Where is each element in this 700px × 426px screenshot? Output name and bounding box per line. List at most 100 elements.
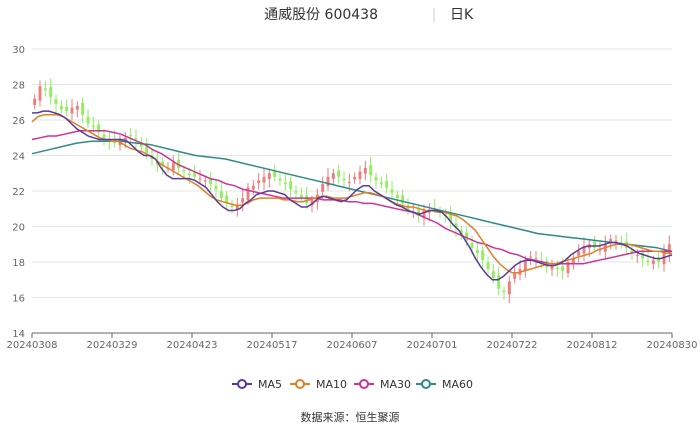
candle bbox=[337, 164, 341, 184]
candle bbox=[230, 199, 234, 214]
y-tick-label: 16 bbox=[12, 294, 25, 305]
candle bbox=[625, 232, 629, 254]
candle bbox=[241, 189, 245, 212]
candle bbox=[379, 176, 383, 189]
ma5-line bbox=[32, 110, 673, 281]
candle bbox=[70, 98, 74, 120]
y-tick-label: 26 bbox=[12, 116, 25, 127]
candle bbox=[395, 190, 399, 206]
candle bbox=[507, 275, 511, 304]
candle bbox=[667, 235, 671, 263]
legend-label-ma10: MA10 bbox=[316, 378, 347, 391]
candle bbox=[449, 205, 453, 229]
candle bbox=[177, 151, 181, 175]
candle bbox=[294, 185, 298, 202]
candle bbox=[193, 165, 197, 182]
candle bbox=[283, 173, 287, 191]
legend-item-ma60[interactable]: MA60 bbox=[416, 378, 473, 391]
legend-item-ma10[interactable]: MA10 bbox=[290, 378, 347, 391]
ma30-line bbox=[31, 129, 672, 265]
candle bbox=[49, 78, 53, 105]
x-axis: 20240308 20240329 20240423 20240517 20240607… bbox=[7, 333, 698, 351]
legend-marker-ma5 bbox=[237, 379, 247, 389]
legend-label-ma30: MA30 bbox=[380, 378, 411, 391]
candle bbox=[582, 237, 586, 262]
candle bbox=[299, 187, 303, 203]
candle bbox=[97, 120, 101, 139]
x-tick-label: 20240830 bbox=[647, 340, 698, 351]
y-tick-label: 18 bbox=[12, 258, 25, 269]
candle bbox=[523, 255, 527, 278]
candle bbox=[369, 156, 373, 183]
candle bbox=[219, 182, 223, 203]
y-axis: 14 16 18 20 22 24 26 28 30 bbox=[12, 45, 672, 340]
x-tick-label: 20240308 bbox=[7, 340, 58, 351]
legend-marker-ma30 bbox=[359, 379, 369, 389]
ma-lines bbox=[31, 110, 673, 281]
candle bbox=[65, 99, 69, 117]
candle bbox=[390, 180, 394, 200]
x-tick-label: 20240812 bbox=[567, 340, 618, 351]
chart-title: 通威股份 600438 bbox=[264, 7, 378, 23]
y-tick-label: 22 bbox=[12, 187, 25, 198]
candle bbox=[657, 251, 661, 269]
x-tick-label: 20240722 bbox=[487, 340, 538, 351]
candle bbox=[422, 204, 426, 226]
y-tick-label: 28 bbox=[12, 81, 25, 92]
candle bbox=[411, 203, 415, 219]
ma60-line bbox=[31, 140, 673, 253]
candle bbox=[251, 179, 255, 196]
candle bbox=[593, 235, 597, 253]
candle bbox=[203, 175, 207, 188]
candle bbox=[326, 168, 330, 191]
candle bbox=[289, 176, 293, 197]
candle bbox=[331, 168, 335, 185]
candle bbox=[59, 100, 63, 114]
candle bbox=[75, 101, 79, 118]
candle bbox=[86, 109, 90, 128]
legend-item-ma30[interactable]: MA30 bbox=[354, 378, 411, 391]
x-tick-label: 20240517 bbox=[247, 340, 298, 351]
candle bbox=[81, 97, 85, 124]
candle bbox=[33, 94, 37, 110]
candle bbox=[566, 257, 570, 278]
x-tick-label: 20240607 bbox=[327, 340, 378, 351]
candle bbox=[486, 256, 490, 274]
y-tick-label: 14 bbox=[12, 329, 25, 340]
legend-item-ma5[interactable]: MA5 bbox=[232, 378, 282, 391]
candle bbox=[273, 164, 277, 182]
candle bbox=[43, 81, 47, 97]
candle bbox=[529, 250, 533, 266]
y-tick-label: 20 bbox=[12, 223, 25, 234]
candle bbox=[534, 251, 538, 268]
x-tick-label: 20240329 bbox=[87, 340, 138, 351]
candle bbox=[571, 252, 575, 270]
candle bbox=[475, 241, 479, 261]
candle bbox=[358, 165, 362, 185]
candle bbox=[54, 94, 58, 113]
candle bbox=[513, 265, 517, 284]
candle bbox=[102, 128, 106, 146]
candle bbox=[342, 171, 346, 188]
legend-marker-ma60 bbox=[421, 379, 431, 389]
candle bbox=[198, 169, 202, 185]
period-label[interactable]: 日K bbox=[450, 7, 474, 23]
candle bbox=[502, 286, 506, 300]
candle bbox=[619, 235, 623, 249]
candle bbox=[497, 266, 501, 296]
grid bbox=[32, 48, 672, 334]
candle bbox=[646, 251, 650, 267]
candle bbox=[257, 173, 261, 190]
candle bbox=[353, 172, 357, 184]
candle bbox=[363, 160, 367, 181]
candle bbox=[481, 246, 485, 269]
legend-marker-ma10 bbox=[295, 379, 305, 389]
legend-label-ma60: MA60 bbox=[442, 378, 473, 391]
candle bbox=[374, 172, 378, 190]
candle bbox=[235, 197, 239, 217]
candle bbox=[267, 168, 271, 188]
candle bbox=[129, 127, 133, 144]
candle bbox=[134, 129, 138, 149]
legend: MA5 MA10 MA30 MA60 bbox=[232, 378, 473, 391]
